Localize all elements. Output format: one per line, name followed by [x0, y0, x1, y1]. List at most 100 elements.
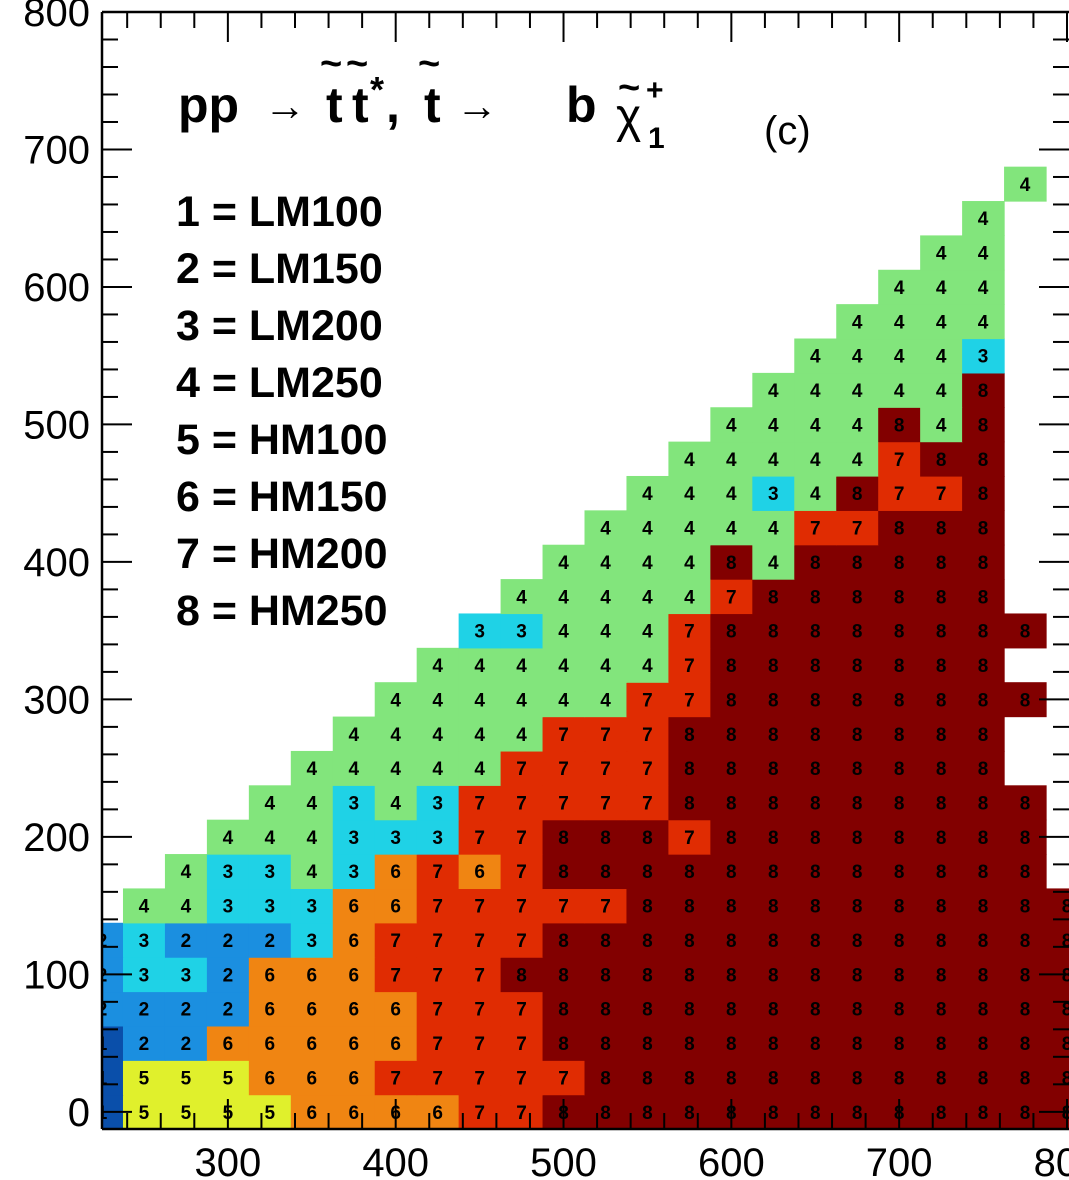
heatmap-cell-label: 4 — [474, 690, 485, 711]
heatmap-cell — [920, 544, 963, 580]
heatmap-cell — [794, 750, 837, 786]
heatmap-cell-label: 7 — [474, 897, 485, 918]
heatmap-cell-label: 7 — [474, 793, 485, 814]
heatmap-cell-label: 8 — [978, 965, 989, 986]
heatmap-cell-label: 8 — [684, 759, 695, 780]
heatmap-cell — [836, 750, 879, 786]
heatmap-cell — [1004, 785, 1047, 821]
heatmap-cell-label: 4 — [390, 690, 401, 711]
heatmap-cell-label: 4 — [684, 587, 695, 608]
heatmap-cell-label: 4 — [516, 656, 527, 677]
heatmap-cell-label: 8 — [726, 862, 737, 883]
heatmap-cell-label: 8 — [936, 725, 947, 746]
heatmap-cell-label: 8 — [810, 587, 821, 608]
heatmap-cell — [878, 338, 921, 374]
heatmap-cell — [1046, 991, 1069, 1027]
heatmap-cell-label: 8 — [936, 656, 947, 677]
heatmap-cell-label: 2 — [223, 1000, 234, 1021]
title-star: * — [370, 69, 384, 110]
heatmap-cell-label: 7 — [642, 759, 653, 780]
heatmap-cell-label: 8 — [894, 862, 905, 883]
y-tick-label: 600 — [23, 266, 90, 310]
legend-entry-5: 5 = HM100 — [176, 416, 388, 464]
heatmap-cell-label: 8 — [726, 553, 737, 574]
heatmap-cell — [962, 372, 1005, 408]
y-tick-label: 300 — [23, 678, 90, 722]
heatmap-cell — [122, 1060, 166, 1096]
heatmap-cell — [248, 819, 292, 855]
heatmap-cell-label: 8 — [1020, 793, 1031, 814]
heatmap-cell-label: 4 — [726, 415, 737, 436]
heatmap-cell-label: 8 — [852, 965, 863, 986]
heatmap-cell-label: 7 — [516, 1000, 527, 1021]
heatmap-cell-label: 8 — [768, 965, 779, 986]
heatmap-cell — [878, 441, 921, 477]
heatmap-cell — [102, 922, 124, 958]
heatmap-cell — [710, 579, 753, 615]
heatmap-cell — [416, 888, 460, 924]
heatmap-cell-label: 8 — [852, 862, 863, 883]
heatmap-cell-label: 8 — [852, 793, 863, 814]
heatmap-cell — [752, 750, 795, 786]
heatmap-cell-label: 8 — [1062, 1034, 1069, 1055]
heatmap-cell-label: 3 — [432, 793, 443, 814]
heatmap-cell-label: 6 — [306, 1103, 317, 1124]
heatmap-cell — [836, 1025, 879, 1061]
heatmap-cell-label: 5 — [265, 1103, 276, 1124]
heatmap-cell — [164, 1060, 208, 1096]
heatmap-cell-label: 4 — [432, 656, 443, 677]
heatmap-cell-label: 6 — [265, 1034, 276, 1055]
heatmap-cell — [248, 785, 292, 821]
heatmap-cell — [206, 819, 250, 855]
heatmap-cell — [920, 716, 963, 752]
heatmap-cell — [290, 785, 334, 821]
heatmap-cell — [794, 888, 837, 924]
heatmap-cell-label: 7 — [516, 897, 527, 918]
heatmap-cell-label: 8 — [894, 759, 905, 780]
heatmap-cell — [500, 819, 544, 855]
heatmap-cell — [206, 1060, 250, 1096]
title-tilde-4: ~ — [618, 67, 640, 109]
heatmap-cell-label: 5 — [139, 1068, 150, 1089]
heatmap-cell-label: 3 — [181, 965, 192, 986]
heatmap-cell-label: 7 — [516, 793, 527, 814]
heatmap-cell-label: 4 — [600, 519, 611, 540]
heatmap-cell — [500, 1025, 544, 1061]
heatmap-cell-label: 4 — [936, 312, 947, 333]
heatmap-cell — [920, 441, 963, 477]
heatmap-cell-label: 8 — [936, 587, 947, 608]
heatmap-cell — [878, 957, 921, 993]
heatmap-cell — [584, 647, 628, 683]
heatmap-cell — [794, 372, 837, 408]
heatmap-cell — [290, 1094, 334, 1129]
heatmap-cell-label: 8 — [1020, 690, 1031, 711]
heatmap-cell-label: 3 — [306, 897, 317, 918]
heatmap-cell-label: 8 — [852, 1103, 863, 1124]
heatmap-cell-label: 1 — [97, 1068, 108, 1089]
heatmap-cell-label: 8 — [768, 759, 779, 780]
heatmap-cell — [332, 888, 376, 924]
heatmap-cell — [626, 854, 670, 890]
heatmap-cell-label: 8 — [642, 1000, 653, 1021]
heatmap-cell — [752, 475, 795, 511]
title-chargino: χ — [616, 90, 641, 143]
heatmap-cell — [206, 888, 250, 924]
heatmap-cell-label: 4 — [978, 209, 989, 230]
heatmap-cell-label: 8 — [894, 553, 905, 574]
heatmap-cell — [962, 304, 1005, 340]
heatmap-cell-label: 8 — [978, 759, 989, 780]
heatmap-cell — [458, 613, 502, 649]
heatmap-cell-label: 8 — [978, 484, 989, 505]
heatmap-cell — [1004, 922, 1047, 958]
heatmap-cell — [164, 991, 208, 1027]
title-tilde-2: ~ — [346, 43, 368, 85]
heatmap-cell — [206, 922, 250, 958]
heatmap-cell — [626, 1060, 670, 1096]
heatmap-cell-label: 2 — [97, 965, 108, 986]
heatmap-cell — [920, 1094, 963, 1129]
heatmap-cell — [626, 991, 670, 1027]
heatmap-cell — [962, 579, 1005, 615]
heatmap-cell — [836, 544, 879, 580]
heatmap-cell — [542, 785, 586, 821]
heatmap-cell-label: 8 — [768, 1000, 779, 1021]
